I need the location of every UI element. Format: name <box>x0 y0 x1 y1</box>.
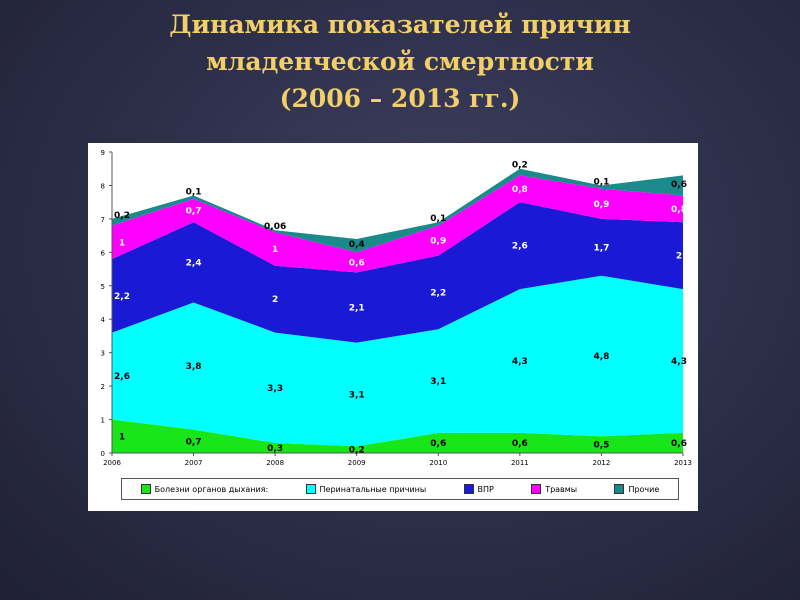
x-tick-label: 2007 <box>185 459 203 467</box>
legend-swatch <box>531 484 542 494</box>
data-label: 0,7 <box>186 207 202 217</box>
title-line-2: младенческой смертности <box>206 47 594 76</box>
data-label: 0,8 <box>512 185 528 195</box>
legend-swatch <box>305 484 316 494</box>
data-label: 0,9 <box>593 200 609 210</box>
legend-label: Прочие <box>628 484 660 494</box>
y-tick-label: 7 <box>101 216 105 224</box>
data-label: 4,8 <box>593 352 609 362</box>
chart-legend: Болезни органов дыхания: Перинатальные пр… <box>121 478 679 500</box>
data-label: 3,3 <box>267 384 283 394</box>
y-tick-label: 8 <box>101 182 105 190</box>
data-label: 0,6 <box>430 439 446 449</box>
data-label: 0,3 <box>267 444 283 454</box>
data-label: 1 <box>119 238 125 248</box>
legend-item: Прочие <box>614 484 659 494</box>
data-label: 0,06 <box>264 222 286 232</box>
data-label: 0,5 <box>593 441 609 451</box>
data-label: 2,6 <box>114 372 130 382</box>
data-label: 4,3 <box>512 357 528 367</box>
data-label: 0,1 <box>430 214 446 224</box>
data-label: 0,4 <box>349 240 365 250</box>
data-label: 0,1 <box>186 187 202 197</box>
y-tick-label: 2 <box>101 383 105 391</box>
data-label: 0,7 <box>186 437 202 447</box>
area-series-0 <box>112 419 683 453</box>
data-label: 0,6 <box>671 180 687 190</box>
data-label: 0,6 <box>671 439 687 449</box>
data-label: 1 <box>272 245 278 255</box>
data-label: 0,1 <box>593 177 609 187</box>
y-tick-label: 9 <box>101 149 105 157</box>
data-label: 0,2 <box>114 211 130 221</box>
data-label: 0,8 <box>671 205 687 215</box>
data-label: 0,6 <box>512 439 528 449</box>
x-tick-label: 2011 <box>511 459 529 467</box>
data-label: 2,2 <box>114 292 130 302</box>
x-tick-label: 2013 <box>674 459 692 467</box>
title-line-3: (2006 – 2013 гг.) <box>279 84 521 113</box>
data-label: 1 <box>119 432 125 442</box>
data-label: 3,1 <box>430 377 446 387</box>
data-label: 2 <box>272 295 278 305</box>
legend-swatch <box>614 484 625 494</box>
y-tick-label: 4 <box>101 316 106 324</box>
legend-label: Перинатальные причины <box>319 484 427 494</box>
area-series-2 <box>112 202 683 343</box>
x-tick-label: 2010 <box>429 459 447 467</box>
legend-item: Болезни органов дыхания: <box>140 484 269 494</box>
legend-item: ВПР <box>463 484 494 494</box>
data-label: 0,9 <box>430 237 446 247</box>
data-label: 3,1 <box>349 390 365 400</box>
x-tick-label: 2009 <box>348 459 366 467</box>
legend-swatch <box>463 484 474 494</box>
legend-swatch <box>140 484 151 494</box>
data-label: 1,7 <box>593 243 609 253</box>
legend-label: Травмы <box>545 484 578 494</box>
data-label: 2,2 <box>430 288 446 298</box>
y-tick-label: 0 <box>101 450 105 458</box>
data-label: 2,6 <box>512 242 528 252</box>
legend-item: Травмы <box>531 484 577 494</box>
x-tick-label: 2008 <box>266 459 284 467</box>
data-label: 4,3 <box>671 357 687 367</box>
area-series-1 <box>112 275 683 447</box>
legend-label: ВПР <box>477 484 494 494</box>
data-label: 2,1 <box>349 304 365 314</box>
area-series-3 <box>112 175 683 273</box>
y-tick-label: 3 <box>101 350 105 358</box>
area-series-4 <box>112 168 683 253</box>
y-tick-label: 5 <box>101 283 105 291</box>
y-tick-label: 1 <box>101 417 105 425</box>
x-tick-label: 2006 <box>103 459 121 467</box>
chart-area: 0 1 2 3 4 5 6 7 8 9 2006 2007 2008 2009 2010 2011 2012 20… <box>88 143 698 511</box>
data-label: 2,4 <box>186 258 202 268</box>
data-label: 0,6 <box>349 258 365 268</box>
title-line-1: Динамика показателей причин <box>169 10 631 39</box>
slide-title: Динамика показателей причин младенческой… <box>0 6 800 117</box>
data-label: 3,8 <box>186 362 202 372</box>
data-label: 0,2 <box>349 446 365 456</box>
y-tick-label: 6 <box>101 249 106 257</box>
x-tick-label: 2012 <box>593 459 611 467</box>
legend-item: Перинатальные причины <box>305 484 427 494</box>
data-label: 0,2 <box>512 161 528 171</box>
data-label: 2 <box>676 252 682 262</box>
legend-label: Болезни органов дыхания: <box>154 484 269 494</box>
